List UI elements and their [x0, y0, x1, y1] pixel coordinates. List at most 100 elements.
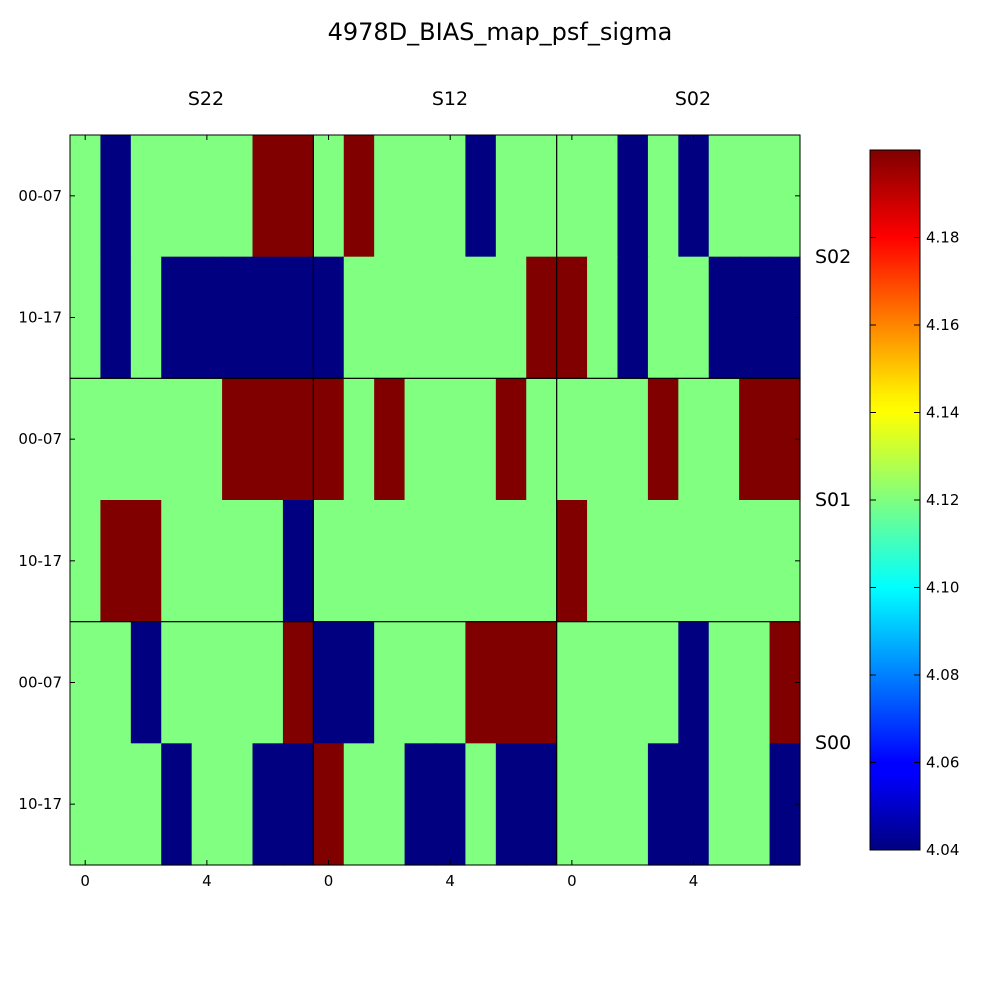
heatmap-cell — [161, 135, 193, 258]
colorbar-tick-label: 4.12 — [926, 491, 959, 509]
x-tick-label: 0 — [324, 872, 334, 890]
heatmap-cells — [70, 135, 801, 866]
heatmap-cell — [313, 256, 345, 379]
heatmap-cell — [678, 256, 710, 379]
heatmap-cell — [343, 378, 375, 501]
heatmap-cell — [100, 378, 132, 501]
heatmap-cell — [617, 743, 649, 866]
heatmap-cell — [282, 743, 314, 866]
heatmap-cell — [708, 500, 740, 623]
heatmap-cell — [404, 135, 436, 258]
heatmap-cell — [100, 135, 132, 258]
heatmap-cell — [191, 378, 223, 501]
heatmap-cell — [161, 621, 193, 744]
heatmap-cell — [313, 378, 345, 501]
heatmap-cell — [374, 743, 406, 866]
heatmap-cell — [343, 621, 375, 744]
heatmap-cell — [739, 621, 771, 744]
heatmap-cell — [526, 621, 558, 744]
colorbar-tick-label: 4.16 — [926, 316, 959, 334]
heatmap-cell — [161, 743, 193, 866]
heatmap-cell — [647, 256, 679, 379]
heatmap-cell — [708, 378, 740, 501]
heatmap-cell — [130, 500, 162, 623]
heatmap-cell — [435, 500, 467, 623]
heatmap-cell — [282, 378, 314, 501]
heatmap-cell — [617, 135, 649, 258]
heatmap-cell — [495, 743, 527, 866]
heatmap-cell — [587, 743, 619, 866]
heatmap-cell — [252, 500, 284, 623]
heatmap-cell — [739, 500, 771, 623]
heatmap-cell — [313, 621, 345, 744]
heatmap-cell — [130, 621, 162, 744]
colorbar-tick-label: 4.10 — [926, 579, 959, 597]
heatmap-cell — [343, 135, 375, 258]
heatmap-cell — [404, 621, 436, 744]
heatmap-cell — [313, 743, 345, 866]
column-label-s12: S12 — [432, 88, 468, 110]
heatmap-cell — [708, 621, 740, 744]
heatmap-cell — [130, 743, 162, 866]
heatmap-cell — [222, 743, 254, 866]
heatmap-cell — [495, 621, 527, 744]
heatmap-cell — [678, 743, 710, 866]
heatmap-cell — [343, 500, 375, 623]
heatmap-cell — [252, 621, 284, 744]
x-tick-label: 0 — [80, 872, 90, 890]
heatmap-cell — [587, 135, 619, 258]
heatmap-cell — [617, 256, 649, 379]
heatmap-cell — [222, 378, 254, 501]
heatmap-cell — [404, 378, 436, 501]
heatmap-cell — [556, 135, 588, 258]
heatmap-cell — [191, 256, 223, 379]
heatmap-cell — [678, 621, 710, 744]
heatmap-cell — [374, 500, 406, 623]
heatmap-cell — [404, 500, 436, 623]
heatmap-cell — [282, 500, 314, 623]
heatmap-cell — [435, 621, 467, 744]
heatmap-cell — [252, 378, 284, 501]
heatmap-cell — [587, 378, 619, 501]
heatmap-cell — [100, 256, 132, 379]
colorbar-tick-label: 4.06 — [926, 754, 959, 772]
heatmap-cell — [678, 500, 710, 623]
heatmap-cell — [313, 500, 345, 623]
heatmap-cell — [647, 621, 679, 744]
heatmap-cell — [191, 621, 223, 744]
heatmap-cell — [404, 743, 436, 866]
heatmap-cell — [70, 135, 102, 258]
heatmap-cell — [465, 256, 497, 379]
heatmap-cell — [313, 135, 345, 258]
colorbar-tick-label: 4.18 — [926, 229, 959, 247]
heatmap-cell — [617, 621, 649, 744]
heatmap-cell — [526, 378, 558, 501]
x-tick-label: 4 — [202, 872, 212, 890]
heatmap-cell — [374, 621, 406, 744]
heatmap-cell — [130, 256, 162, 379]
row-label-s01: S01 — [815, 489, 851, 511]
row-label-s00: S00 — [815, 732, 851, 754]
heatmap-cell — [587, 621, 619, 744]
heatmap-cell — [191, 500, 223, 623]
heatmap-cell — [587, 256, 619, 379]
heatmap-cell — [556, 256, 588, 379]
heatmap-cell — [222, 621, 254, 744]
heatmap-cell — [587, 500, 619, 623]
heatmap-cell — [404, 256, 436, 379]
heatmap-cell — [678, 378, 710, 501]
heatmap-cell — [465, 378, 497, 501]
heatmap-cell — [374, 378, 406, 501]
x-tick-label: 4 — [689, 872, 699, 890]
column-label-s02: S02 — [675, 88, 711, 110]
heatmap-cell — [435, 256, 467, 379]
heatmap-cell — [708, 256, 740, 379]
y-tick-label: 10-17 — [18, 308, 62, 326]
heatmap-cell — [739, 256, 771, 379]
colorbar: 4.04 4.06 4.08 4.10 4.12 4.14 4.16 4.18 — [869, 149, 959, 859]
heatmap-cell — [161, 500, 193, 623]
heatmap-cell — [282, 621, 314, 744]
heatmap-cell — [465, 621, 497, 744]
chart-title: 4978D_BIAS_map_psf_sigma — [328, 18, 673, 46]
